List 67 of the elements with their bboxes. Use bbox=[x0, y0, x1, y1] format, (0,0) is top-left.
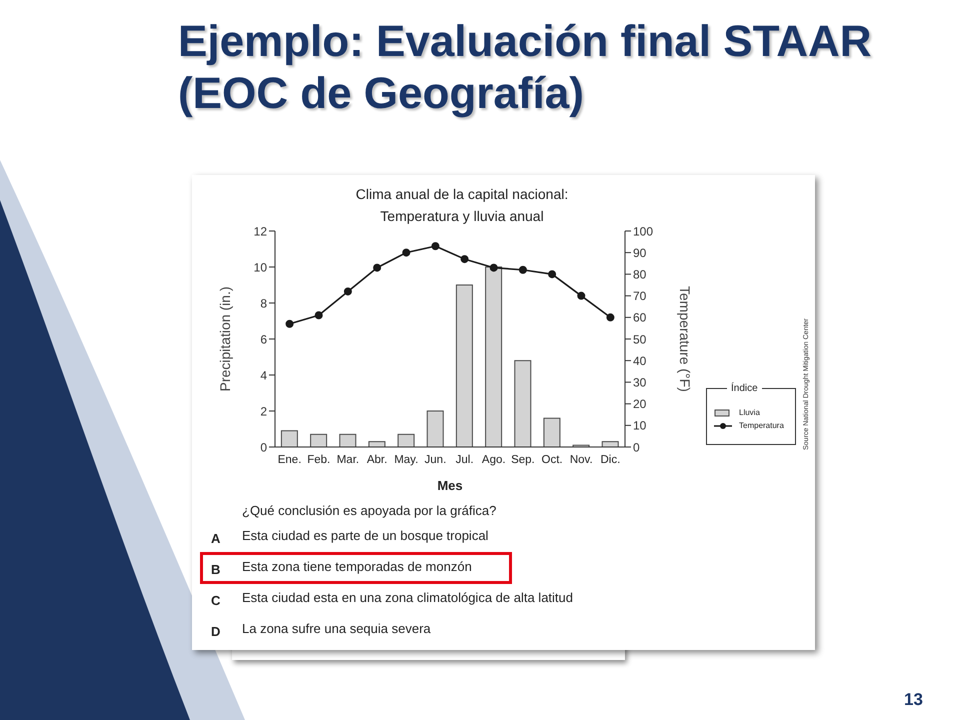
bar bbox=[398, 434, 415, 447]
point bbox=[286, 320, 294, 328]
x-tick-label: Jun. bbox=[424, 454, 446, 466]
x-tick-label: Oct. bbox=[542, 454, 563, 466]
point bbox=[431, 242, 440, 250]
y2-tick-label: 20 bbox=[633, 397, 647, 412]
y2-tick-label: 50 bbox=[633, 332, 647, 346]
y2-tick-label: 100 bbox=[633, 224, 654, 238]
bar bbox=[485, 266, 502, 447]
chart-subtitle: Clima anual de la capital nacional: Temperatura y lluvia anual bbox=[354, 185, 570, 226]
x-tick-label: Ene. bbox=[278, 454, 302, 466]
text: 13 bbox=[904, 690, 923, 710]
y-tick-label: 4 bbox=[260, 368, 268, 382]
x-axis-title: Mes bbox=[437, 478, 463, 493]
y2-tick-label: 10 bbox=[633, 418, 647, 433]
text: A Esta ciudad es parte de un bosque tropical bbox=[211, 528, 488, 546]
bar bbox=[514, 360, 532, 447]
point bbox=[373, 264, 382, 272]
x-tick-label: Feb. bbox=[307, 454, 330, 466]
y-tick-label: 10 bbox=[254, 260, 268, 274]
y2-tick-label: 80 bbox=[633, 267, 647, 282]
x-tick-label: Jul. bbox=[456, 454, 474, 466]
x-tick-label: Sep. bbox=[511, 454, 535, 466]
point bbox=[460, 255, 469, 264]
bar bbox=[310, 434, 328, 447]
y2-tick-label: 70 bbox=[633, 289, 647, 304]
bar bbox=[456, 284, 473, 447]
x-tick-label: May. bbox=[394, 454, 418, 466]
bar bbox=[280, 430, 298, 447]
y-tick-label: 6 bbox=[260, 332, 268, 346]
point bbox=[402, 248, 410, 257]
point bbox=[314, 311, 323, 320]
chart-title: Ejemplo: Evaluación final STAAR (EOC de Geografía) bbox=[178, 16, 873, 120]
y2-tick-label: 90 bbox=[633, 246, 647, 260]
x-tick-label: Dic. bbox=[600, 454, 620, 466]
bar bbox=[543, 418, 560, 447]
point bbox=[344, 287, 352, 296]
bar bbox=[426, 410, 444, 447]
y-axis-title: Precipitation (in.) bbox=[216, 286, 233, 392]
legend-label: Lluvia bbox=[739, 408, 760, 417]
x-tick-label: Ago. bbox=[482, 454, 506, 466]
point bbox=[577, 292, 586, 300]
y-tick-label: 0 bbox=[260, 440, 268, 454]
bar bbox=[602, 441, 619, 447]
x-tick-label: Nov. bbox=[570, 454, 593, 466]
bar bbox=[368, 441, 386, 447]
point bbox=[518, 266, 527, 274]
legend-label: Temperatura bbox=[739, 421, 784, 430]
y2-tick-label: 30 bbox=[633, 375, 647, 390]
y-tick-label: 2 bbox=[260, 404, 268, 418]
x-tick-label: Mar. bbox=[336, 454, 360, 466]
text: ¿Qué conclusión es apoyada por la gráfica? bbox=[242, 503, 496, 518]
y-tick-label: 12 bbox=[254, 224, 268, 238]
y2-tick-label: 60 bbox=[633, 310, 647, 325]
text: B Esta zona tiene temporadas de monzón bbox=[211, 559, 472, 577]
y2-tick-label: 40 bbox=[633, 354, 647, 368]
y2-axis-title: Temperature (°F) bbox=[677, 286, 694, 392]
point bbox=[490, 264, 498, 272]
text: D La zona sufre una sequia severa bbox=[211, 621, 431, 639]
point bbox=[548, 270, 556, 278]
bar bbox=[339, 434, 356, 447]
legend-title: Índice bbox=[730, 383, 759, 394]
y-tick-label: 8 bbox=[260, 296, 268, 310]
text: C Esta ciudad esta en una zona climatológica de alta latitud bbox=[211, 590, 573, 608]
point bbox=[606, 313, 614, 322]
x-tick-label: Abr. bbox=[366, 454, 388, 466]
y2-tick-label: 0 bbox=[633, 440, 640, 454]
